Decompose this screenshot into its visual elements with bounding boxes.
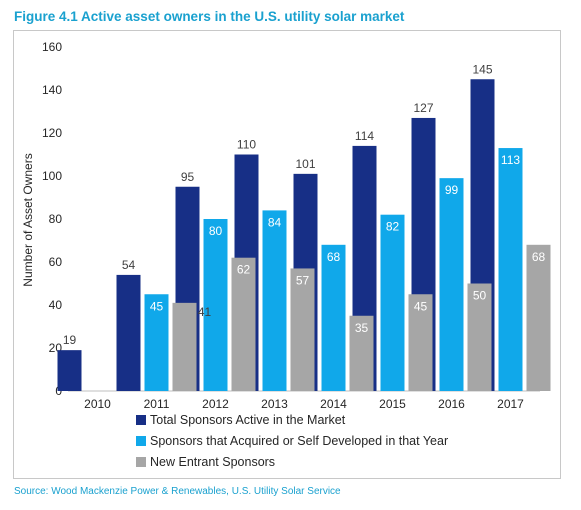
bar [144, 294, 169, 391]
y-tick-label: 100 [42, 169, 62, 183]
chart-legend: Total Sponsors Active in the Market Spons… [136, 413, 448, 469]
data-label: 114 [355, 129, 374, 143]
legend-label: Total Sponsors Active in the Market [150, 413, 346, 427]
bar [498, 148, 523, 391]
bar [349, 315, 374, 391]
legend-label: Sponsors that Acquired or Self Developed… [150, 434, 448, 448]
x-tick-label: 2017 [497, 397, 524, 411]
y-tick-label: 60 [49, 255, 63, 269]
legend-swatch [136, 457, 146, 467]
data-label: 68 [532, 250, 546, 264]
data-label: 113 [501, 153, 520, 167]
chart-bars [57, 79, 551, 391]
bar [262, 210, 287, 391]
bar [439, 178, 464, 391]
bar [203, 219, 228, 391]
data-label: 68 [327, 250, 341, 264]
data-label: 41 [198, 305, 212, 319]
x-tick-label: 2016 [438, 397, 465, 411]
data-label: 80 [209, 224, 223, 238]
data-label: 50 [473, 289, 487, 303]
data-label: 62 [237, 263, 251, 277]
data-label: 45 [150, 299, 164, 313]
y-tick-label: 40 [49, 298, 63, 312]
bar [172, 302, 197, 391]
data-label: 54 [122, 258, 136, 272]
data-label: 95 [181, 170, 195, 184]
x-tick-label: 2013 [261, 397, 288, 411]
data-label: 35 [355, 321, 369, 335]
data-label: 110 [237, 138, 256, 152]
x-tick-label: 2015 [379, 397, 406, 411]
x-tick-label: 2012 [202, 397, 229, 411]
x-tick-label: 2014 [320, 397, 347, 411]
chart-data-labels: 19 54 95 110 101 114 127 145 45 80 84 68 82 99 113 41 62… [63, 62, 546, 347]
bar [467, 283, 492, 391]
y-tick-label: 160 [42, 40, 62, 54]
bar [231, 257, 256, 391]
data-label: 145 [472, 62, 492, 76]
chart-axes: 020406080100120140160Number of Asset Own… [21, 40, 540, 411]
legend-swatch [136, 415, 146, 425]
y-axis-title: Number of Asset Owners [21, 153, 35, 286]
legend-swatch [136, 436, 146, 446]
data-label: 99 [445, 183, 459, 197]
bar [290, 268, 315, 391]
y-tick-label: 80 [49, 212, 63, 226]
bar [526, 244, 551, 391]
y-tick-label: 140 [42, 83, 62, 97]
y-tick-label: 120 [42, 126, 62, 140]
bar [116, 274, 141, 391]
bar [57, 350, 82, 391]
data-label: 82 [386, 220, 400, 234]
chart-frame [13, 30, 561, 479]
x-tick-label: 2010 [84, 397, 111, 411]
bar [408, 294, 433, 391]
data-label: 84 [268, 215, 282, 229]
figure-title: Figure 4.1 Active asset owners in the U.… [14, 9, 405, 24]
legend-label: New Entrant Sponsors [150, 455, 275, 469]
data-label: 101 [295, 157, 315, 171]
data-label: 19 [63, 333, 77, 347]
source-note: Source: Wood Mackenzie Power & Renewable… [14, 486, 341, 497]
data-label: 127 [413, 101, 433, 115]
data-label: 57 [296, 273, 310, 287]
bar [380, 214, 405, 391]
data-label: 45 [414, 299, 428, 313]
x-tick-label: 2011 [144, 397, 170, 411]
bar [321, 244, 346, 391]
